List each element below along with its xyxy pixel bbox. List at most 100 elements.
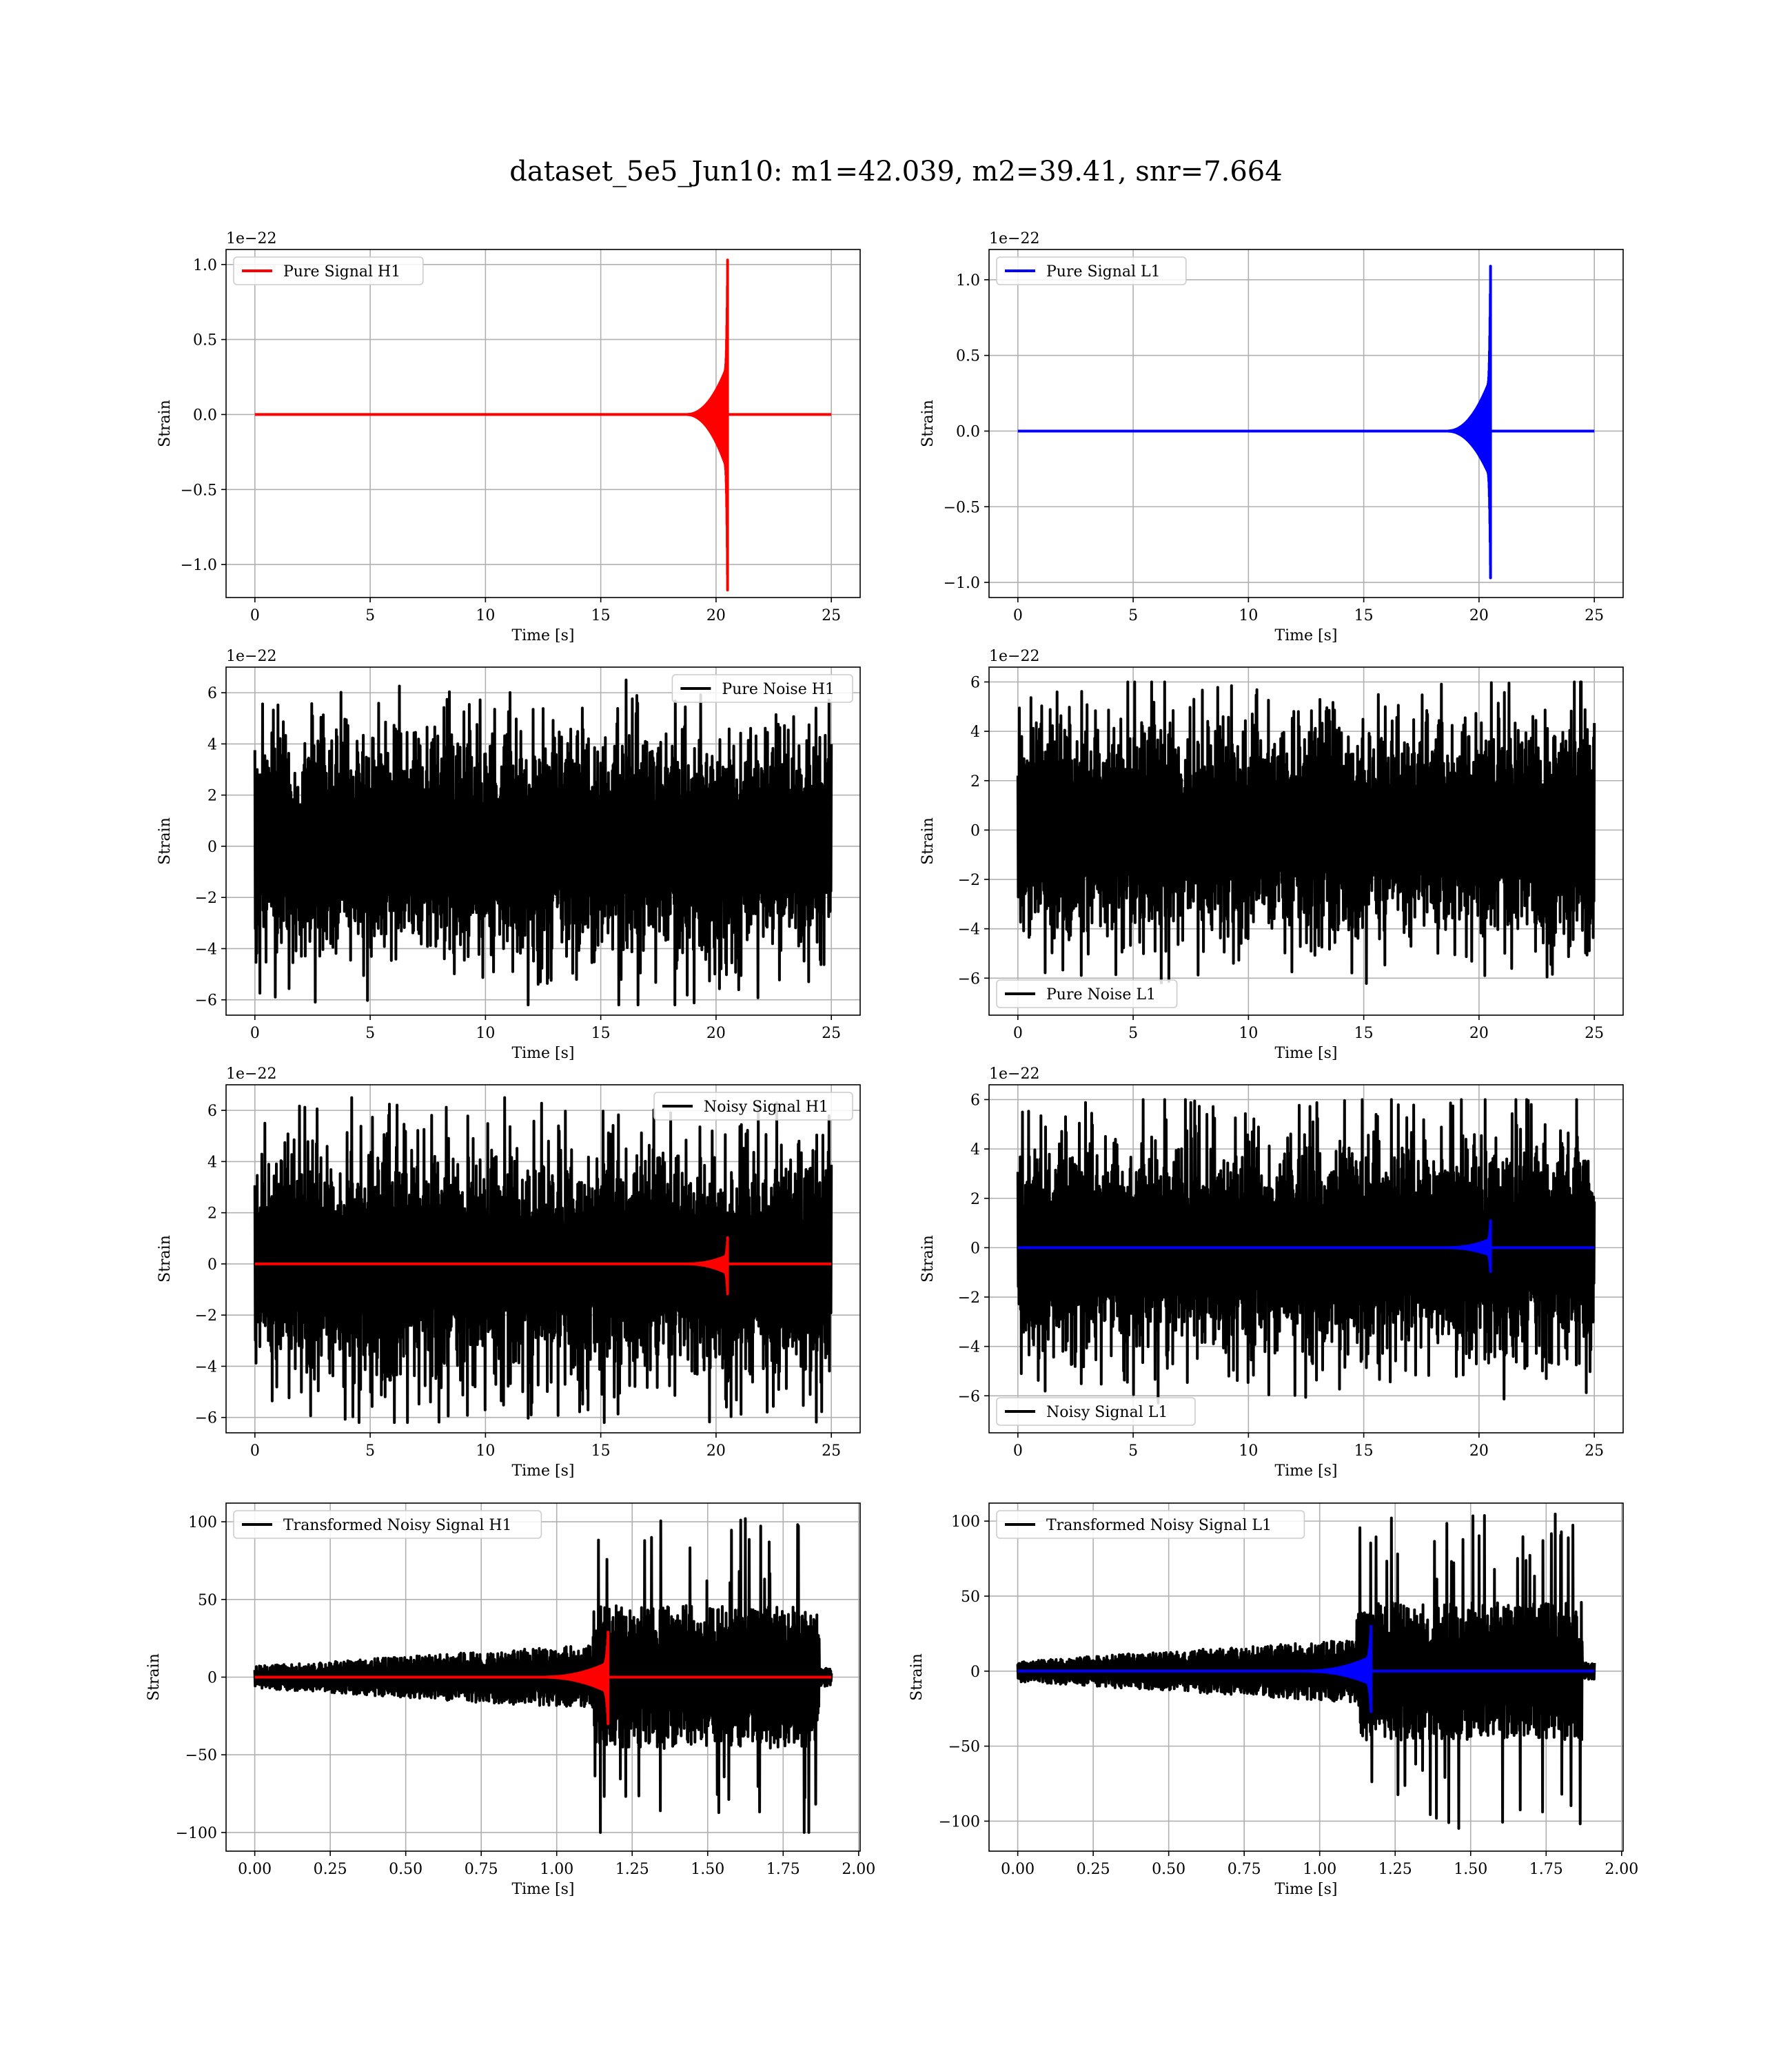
y-tick-label: 0.0 — [193, 407, 217, 424]
legend-label: Pure Noise H1 — [722, 681, 835, 698]
legend-frame — [233, 1510, 542, 1539]
subplot-noisy-signal-h1: 0 5 10 15 20 25 −6 −4 −2 0 2 4 6 Time [s] Strain 1e−22 N… — [156, 1065, 861, 1480]
x-tick-label: 10 — [1239, 1442, 1258, 1460]
legend-frame — [233, 256, 424, 285]
y-tick-label: 2 — [207, 788, 217, 805]
axes-frame — [225, 666, 861, 1016]
axes-frame — [225, 249, 861, 598]
y-tick-label: 0.5 — [956, 348, 980, 365]
y-tick-label: −4 — [195, 1358, 217, 1376]
subplot-transformed-noisy-signal-l1: 0.00 0.25 0.50 0.75 1.00 1.25 1.50 1.75 2.00 −100… — [908, 1502, 1638, 1898]
grid — [989, 249, 1623, 598]
y-axis-label: Strain — [919, 817, 937, 865]
legend-label: Pure Signal H1 — [283, 263, 400, 280]
legend: Noisy Signal L1 — [996, 1397, 1196, 1426]
y-tick-label: 0 — [207, 1256, 217, 1274]
x-axis-label: Time [s] — [511, 1881, 574, 1898]
y-tick-label: −4 — [958, 1339, 980, 1356]
x-tick-label: 1.25 — [1378, 1861, 1412, 1878]
legend-label: Noisy Signal L1 — [1046, 1404, 1168, 1421]
x-tick-label: 5 — [1128, 1025, 1138, 1042]
noise-trace-noisy-signal-h1 — [253, 1096, 833, 1425]
y-tick-label: −1.0 — [944, 575, 980, 592]
x-tick-label: 20 — [706, 1025, 726, 1042]
plot-area — [254, 258, 832, 592]
subplot-pure-noise-h1: 0 5 10 15 20 25 −6 −4 −2 0 2 4 6 Time [s] Strain 1e−22 P… — [156, 648, 861, 1062]
legend: Pure Noise H1 — [671, 674, 853, 703]
x-tick-label: 5 — [1128, 607, 1138, 624]
x-tick-label: 10 — [476, 607, 495, 624]
y-tick-label: 0 — [970, 822, 980, 839]
x-axis-label: Time [s] — [1274, 1045, 1337, 1062]
x-tick-label: 0 — [1013, 607, 1023, 624]
y-tick-label: 4 — [970, 1141, 980, 1159]
subplot-transformed-noisy-signal-h1: 0.00 0.25 0.50 0.75 1.00 1.25 1.50 1.75 2.00 −100… — [145, 1502, 875, 1898]
signal-trace-noisy-signal-h1 — [254, 1236, 832, 1296]
x-tick-label: 15 — [591, 1442, 611, 1460]
y-axis-label: Strain — [919, 1235, 937, 1283]
y-offset-text: 1e−22 — [226, 1065, 276, 1083]
x-axis-label: Time [s] — [511, 1045, 574, 1062]
y-tick-label: 1.0 — [193, 257, 217, 274]
y-tick-label: −100 — [176, 1825, 217, 1842]
y-tick-label: −6 — [958, 1388, 980, 1405]
signal-trace-noisy-signal-l1 — [1017, 1219, 1595, 1274]
legend: Transformed Noisy Signal L1 — [996, 1510, 1305, 1539]
y-axis-label: Strain — [908, 1653, 926, 1701]
y-tick-label: 50 — [198, 1592, 217, 1609]
y-tick-label: −50 — [948, 1739, 980, 1756]
y-tick-label: 0 — [207, 839, 217, 856]
x-tick-label: 1.00 — [1303, 1861, 1336, 1878]
x-tick-label: 5 — [365, 607, 375, 624]
figure-title: dataset_5e5_Jun10: m1=42.039, m2=39.41, … — [509, 156, 1283, 187]
x-tick-label: 15 — [591, 607, 611, 624]
x-axis-label: Time [s] — [511, 627, 574, 644]
y-tick-label: 2 — [970, 773, 980, 790]
y-tick-label: −0.5 — [181, 482, 217, 499]
x-tick-label: 20 — [1469, 1025, 1489, 1042]
x-tick-label: 0.00 — [1001, 1861, 1035, 1878]
x-tick-label: 20 — [1469, 607, 1489, 624]
y-offset-text: 1e−22 — [226, 230, 276, 247]
y-tick-label: 0 — [970, 1664, 980, 1681]
legend-label: Transformed Noisy Signal H1 — [283, 1517, 512, 1534]
y-tick-label: −4 — [958, 921, 980, 939]
y-tick-label: 4 — [207, 736, 217, 753]
y-offset-text: 1e−22 — [989, 230, 1039, 247]
subplot-pure-noise-l1: 0 5 10 15 20 25 −6 −4 −2 0 2 4 6 Time [s] Strain 1e−22 P… — [919, 648, 1624, 1062]
y-tick-label: −6 — [195, 1410, 217, 1427]
legend: Noisy Signal H1 — [653, 1092, 853, 1121]
x-axis-label: Time [s] — [511, 1462, 574, 1480]
y-tick-label: −4 — [195, 941, 217, 958]
y-axis-label: Strain — [145, 1653, 163, 1701]
x-tick-label: 0.50 — [1152, 1861, 1185, 1878]
y-offset-text: 1e−22 — [989, 1065, 1039, 1083]
legend: Pure Signal L1 — [996, 256, 1187, 285]
y-tick-label: −100 — [939, 1813, 980, 1830]
y-tick-label: −0.5 — [944, 499, 980, 516]
y-offset-text: 1e−22 — [226, 648, 276, 665]
legend-label: Pure Signal L1 — [1046, 263, 1161, 280]
legend-label: Noisy Signal H1 — [704, 1099, 828, 1116]
x-tick-label: 1.50 — [1454, 1861, 1487, 1878]
y-tick-label: 6 — [970, 674, 980, 691]
y-tick-label: 0.0 — [956, 423, 980, 440]
noise-trace-pure-noise-l1 — [1016, 680, 1596, 985]
y-tick-label: 2 — [207, 1205, 217, 1223]
x-tick-label: 1.75 — [766, 1861, 800, 1878]
subplot-pure-signal-l1: 0 5 10 15 20 25 −1.0 −0.5 0.0 0.5 1.0 Time [s] Strai… — [919, 230, 1624, 644]
y-tick-label: 0 — [207, 1670, 217, 1687]
x-tick-label: 1.00 — [540, 1861, 573, 1878]
axes-frame — [988, 1084, 1624, 1434]
x-tick-label: 5 — [365, 1025, 375, 1042]
x-tick-label: 10 — [1239, 607, 1258, 624]
x-tick-label: 2.00 — [842, 1861, 875, 1878]
x-tick-label: 0 — [250, 1025, 260, 1042]
noise-trace-transformed-noisy-signal-l1 — [1016, 1512, 1596, 1830]
legend-frame — [671, 674, 853, 703]
x-tick-label: 0 — [250, 607, 260, 624]
x-tick-label: 0 — [250, 1442, 260, 1460]
plot-area — [253, 678, 833, 1007]
x-tick-label: 10 — [1239, 1025, 1258, 1042]
x-tick-label: 1.50 — [691, 1861, 724, 1878]
